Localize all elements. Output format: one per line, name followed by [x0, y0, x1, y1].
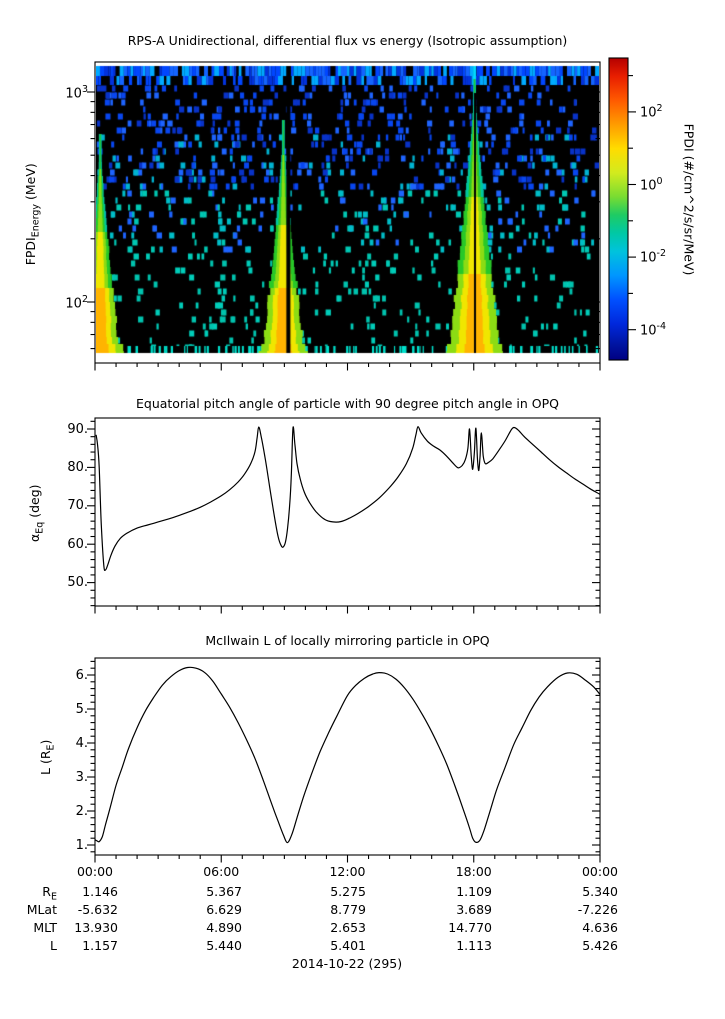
pow-base: 10	[65, 86, 82, 102]
pow-exp: 2	[81, 294, 88, 305]
pitch-panel-title: Equatorial pitch angle of particle with …	[135, 396, 560, 411]
ephemeris-row-label-sub: E	[50, 891, 57, 903]
pow-exp: 0	[656, 175, 663, 187]
pitch-y-axis-label-sub: Eq	[34, 521, 46, 534]
time-tick-label: 00:00	[76, 864, 114, 879]
ephemeris-cell: 5.426	[582, 938, 618, 953]
pitch-ytick-label: 80.	[67, 459, 88, 475]
pow-exp: -2	[656, 248, 667, 260]
colorbar-gradient	[609, 58, 628, 360]
pow-exp: -4	[656, 320, 667, 332]
flux-panel-title: RPS-A Unidirectional, differential flux …	[127, 33, 568, 48]
flux-y-axis-label-sub: Energy	[30, 203, 42, 238]
flux-spectrogram-canvas	[96, 63, 599, 362]
mcilwain-l-curve	[94, 666, 601, 844]
colorbar-tick-label: 100	[640, 174, 663, 193]
ephemeris-cell: 1.146	[82, 884, 118, 899]
ephemeris-row-label-text: R	[42, 884, 51, 899]
pow-exp: 2	[656, 102, 663, 114]
ephemeris-cell: 1.109	[456, 884, 492, 899]
time-tick-label: 12:00	[329, 864, 366, 879]
pitch-ytick-label: 60.	[67, 536, 88, 552]
pow-base: 10	[65, 296, 82, 312]
colorbar-tick-label: 10-2	[640, 246, 666, 265]
pow-base: 10	[640, 105, 657, 121]
ephemeris-cell: 5.440	[206, 938, 242, 953]
l-y-axis-label: L (RE)	[38, 657, 57, 857]
flux-ytick-label: 102	[38, 292, 88, 311]
l-ytick-label: 4.	[75, 735, 88, 751]
ephemeris-cell: 14.770	[448, 920, 492, 935]
l-ytick-label: 1.	[75, 837, 88, 853]
ephemeris-cell: -5.632	[77, 902, 118, 917]
ephemeris-cell: 4.890	[206, 920, 242, 935]
ephemeris-cell: 1.157	[82, 938, 118, 953]
ephemeris-row-label-text: MLat	[26, 902, 57, 917]
pitch-angle-curve	[95, 426, 601, 572]
ephemeris-cell: 3.689	[456, 902, 492, 917]
l-ytick-label: 6.	[75, 667, 88, 683]
pow-base: 10	[640, 323, 657, 339]
ephemeris-row-label: MLT	[7, 920, 57, 935]
flux-y-axis-label-units: (MeV)	[22, 163, 38, 204]
l-panel-title: McIlwain L of locally mirroring particle…	[205, 633, 490, 648]
colorbar-label: FPDI (#/cm^2/s/sr/MeV)	[681, 123, 697, 276]
ephemeris-cell: 5.401	[330, 938, 366, 953]
flux-y-axis-label-main: FPDI	[22, 237, 38, 266]
colorbar-tick-label: 102	[640, 101, 663, 120]
pow-base: 10	[640, 250, 657, 266]
time-tick-label: 00:00	[581, 864, 619, 879]
pitch-ytick-label: 50.	[67, 575, 88, 591]
pow-base: 10	[640, 177, 657, 193]
time-tick-label: 18:00	[455, 864, 492, 879]
ephemeris-cell: 1.113	[456, 938, 492, 953]
ephemeris-cell: 5.275	[330, 884, 366, 899]
ephemeris-cell: 6.629	[206, 902, 242, 917]
l-ytick-label: 2.	[75, 803, 88, 819]
ephemeris-row-label-text: MLT	[33, 920, 57, 935]
colorbar-tick-label: 10-4	[640, 319, 666, 338]
ephemeris-row-label: MLat	[7, 902, 57, 917]
date-label: 2014-10-22 (295)	[291, 956, 403, 971]
l-ytick-label: 3.	[75, 769, 88, 785]
ephemeris-row-label-text: L	[50, 938, 57, 953]
pow-exp: 3	[81, 84, 88, 95]
ephemeris-row-label: L	[7, 938, 57, 953]
ephemeris-row-label: RE	[7, 884, 57, 903]
ephemeris-cell: 4.636	[582, 920, 618, 935]
l-ytick-label: 5.	[75, 701, 88, 717]
pitch-ytick-label: 90.	[67, 421, 88, 437]
time-tick-label: 06:00	[203, 864, 240, 879]
ephemeris-cell: 2.653	[330, 920, 366, 935]
ephemeris-cell: 5.367	[206, 884, 242, 899]
ephemeris-cell: 5.340	[582, 884, 618, 899]
flux-ytick-label: 103	[38, 82, 88, 101]
ephemeris-cell: 8.779	[330, 902, 366, 917]
ephemeris-cell: -7.226	[577, 902, 618, 917]
pitch-ytick-label: 70.	[67, 498, 88, 514]
ephemeris-cell: 13.930	[74, 920, 118, 935]
